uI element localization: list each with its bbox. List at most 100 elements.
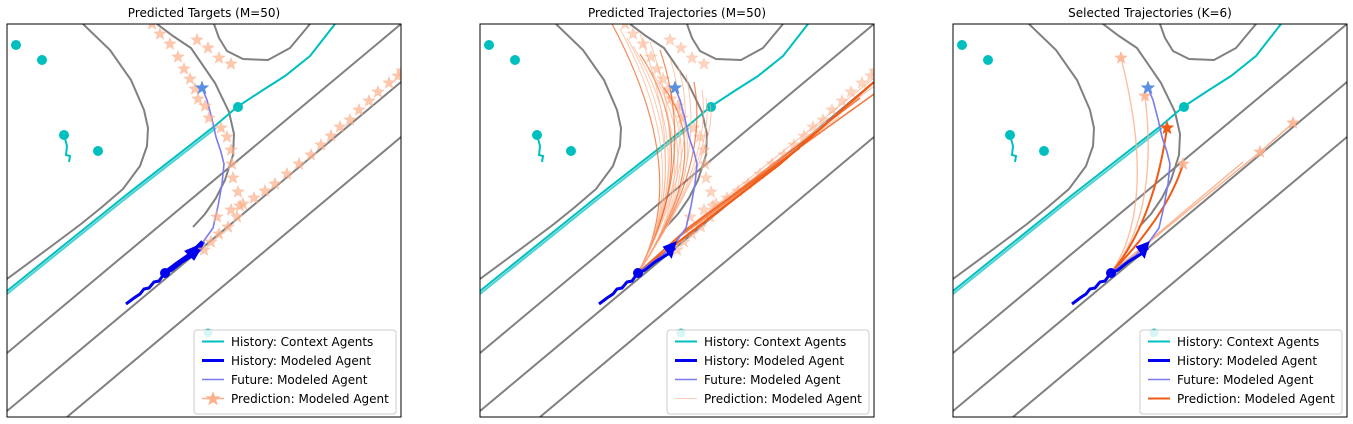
star-icon [663,32,677,46]
lane-line [156,24,236,228]
arrow-icon [662,241,677,259]
lane-line [480,24,623,280]
star-icon [231,184,245,198]
star-icon [797,128,811,142]
legend-label: History: Modeled Agent [1177,354,1317,368]
legend-label: History: Context Agents [704,335,846,349]
context-agent-history [7,24,336,292]
star-icon [221,219,235,233]
modeled-agent-history [598,246,676,306]
star-icon [190,32,204,46]
star-icon [194,80,210,95]
star-icon [224,142,238,156]
lane-line [1102,24,1182,228]
star-icon [268,176,282,190]
star-icon [202,110,216,124]
star-icon [224,56,238,70]
legend: History: Context Agents History: Modeled… [1139,329,1343,415]
context-agent-history [536,134,545,163]
star-icon [1140,80,1156,95]
legend-label: Future: Modeled Agent [1177,373,1314,387]
lane-line [953,24,1347,354]
star-icon [201,40,215,54]
star-icon [191,91,205,105]
circle-icon [11,40,21,50]
star-icon [382,75,396,89]
modeled-agent-history [125,246,203,306]
star-icon [683,209,697,223]
lane-line [7,24,401,354]
legend-label: History: Context Agents [1177,335,1319,349]
panel-predicted-targets: Predicted Targets (M=50) History: Contex… [6,6,402,418]
prediction-trajectory [637,33,667,274]
circle-icon [1039,146,1049,156]
legend-label: Prediction: Modeled Agent [231,392,389,406]
star-icon [1159,120,1175,135]
star-icon [220,129,234,143]
star-icon [224,202,238,216]
prediction-trajectory [1110,163,1184,274]
star-icon [362,93,376,107]
prediction-trajectory [611,24,661,274]
lane-line [7,24,150,280]
star-icon [304,147,318,161]
star-icon [864,68,874,82]
circle-icon [532,130,542,140]
prediction-trajectory [1110,161,1244,274]
star-icon [210,209,224,223]
star-icon [674,40,688,54]
legend-label: History: Context Agents [231,335,373,349]
prediction-trajectory [1110,95,1149,274]
star-icon [626,26,640,40]
panel-predicted-trajectories: Predicted Trajectories (M=50) History: C… [479,6,875,418]
star-icon [687,120,701,134]
circle-icon [983,55,993,65]
circle-icon [484,40,494,50]
arrow-icon [1135,241,1150,259]
circle-icon [706,102,716,112]
context-agent-history [480,24,809,292]
panel-title: Selected Trajectories (K=6) [1068,6,1232,20]
circle-icon [233,102,243,112]
star-icon [698,156,712,170]
circle-icon [37,55,47,65]
lane-line [1159,24,1257,62]
legend-label: Prediction: Modeled Agent [704,392,862,406]
star-icon [153,26,167,40]
plot-area [7,24,401,417]
star-icon [204,234,218,248]
modeled-agent-future [637,87,698,274]
plot-frame [479,23,875,418]
plot-frame [6,23,402,418]
star-icon [226,170,240,184]
star-icon [314,137,328,151]
legend-label: History: Modeled Agent [231,354,371,368]
star-icon [171,49,185,63]
star-icon [333,119,347,133]
circle-icon [93,146,103,156]
circle-icon [160,268,170,278]
star-icon [163,36,177,50]
star-icon [214,120,228,134]
star-icon [697,56,711,70]
star-icon [685,50,699,64]
context-agent-history [63,134,72,163]
legend: History: Context Agents History: Modeled… [193,329,397,415]
star-icon [699,170,713,184]
legend-label: Prediction: Modeled Agent [1177,392,1335,406]
legend: History: Context Agents History: Modeled… [666,329,870,415]
plot-frame [952,23,1348,418]
legend-label: History: Modeled Agent [704,354,844,368]
context-agent-history [7,127,217,295]
star-icon [352,102,366,116]
circle-icon [633,268,643,278]
star-icon [844,84,858,98]
star-icon [147,24,157,30]
circle-icon [566,146,576,156]
arrow-icon [184,241,206,261]
star-icon [225,156,239,170]
star-icon [212,50,226,64]
star-icon [697,202,711,216]
panel-title: Predicted Trajectories (M=50) [588,6,766,20]
